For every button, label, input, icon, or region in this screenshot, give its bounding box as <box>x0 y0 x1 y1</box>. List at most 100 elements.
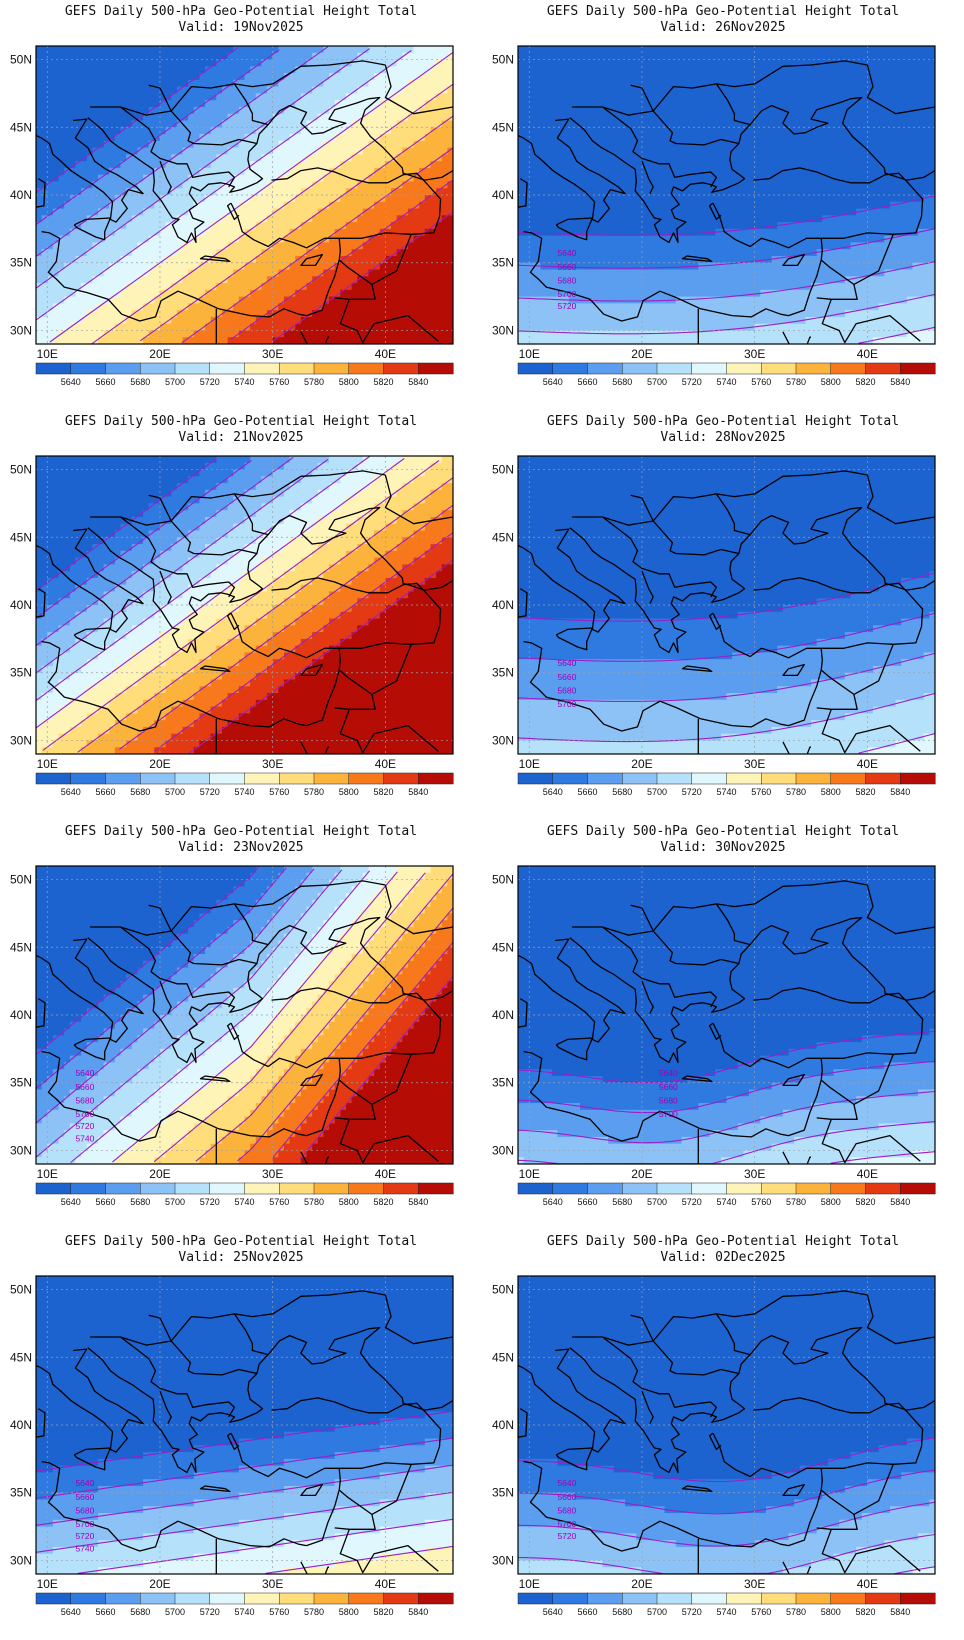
field-cell <box>159 269 167 277</box>
field-cell <box>374 66 381 74</box>
field-cell <box>97 195 105 203</box>
field-cell <box>441 262 448 271</box>
field-cell <box>523 323 530 332</box>
field-cell <box>424 161 432 169</box>
field-cell <box>148 269 155 277</box>
field-cell <box>75 228 82 237</box>
field-cell <box>210 283 217 291</box>
field-cell <box>546 161 553 169</box>
field-cell <box>636 113 643 122</box>
field-cell <box>306 269 313 277</box>
field-cell <box>568 113 575 122</box>
field-cell <box>205 201 212 210</box>
field-cell <box>267 195 274 203</box>
field-cell <box>221 188 229 196</box>
field-cell <box>103 106 110 115</box>
field-cell <box>272 120 279 128</box>
field-cell <box>413 52 420 61</box>
field-cell <box>143 188 150 196</box>
field-cell <box>81 174 88 183</box>
field-cell <box>47 228 54 237</box>
field-cell <box>396 269 403 277</box>
field-cell <box>362 330 370 338</box>
field-cell <box>69 208 77 216</box>
field-cell <box>52 283 60 291</box>
field-cell <box>227 174 234 183</box>
field-cell <box>58 73 65 81</box>
field-cell <box>379 276 386 284</box>
field-cell <box>664 120 671 128</box>
field-cell <box>698 242 705 250</box>
field-cell <box>647 174 654 183</box>
field-cell <box>182 310 189 318</box>
field-cell <box>199 59 206 67</box>
field-cell <box>613 316 621 325</box>
field-cell <box>244 262 251 271</box>
field-cell <box>518 147 525 155</box>
field-cell <box>641 106 649 115</box>
field-cell <box>596 323 604 332</box>
field-cell <box>698 269 705 277</box>
field-cell <box>687 174 694 183</box>
field-cell <box>171 100 178 108</box>
field-cell <box>176 134 184 142</box>
field-cell <box>351 195 358 203</box>
field-cell <box>687 195 694 203</box>
field-cell <box>641 195 649 203</box>
field-cell <box>726 167 733 176</box>
field-cell <box>608 289 615 298</box>
field-cell <box>675 134 683 142</box>
field-cell <box>579 283 587 291</box>
field-cell <box>664 255 671 264</box>
field-cell <box>636 120 643 128</box>
field-cell <box>36 140 43 149</box>
field-cell <box>131 330 139 338</box>
field-cell <box>340 316 347 325</box>
field-cell <box>596 310 604 318</box>
field-cell <box>143 100 150 108</box>
field-cell <box>653 134 660 142</box>
field-cell <box>703 222 711 230</box>
field-cell <box>715 316 722 325</box>
field-cell <box>709 222 716 230</box>
field-cell <box>227 147 234 155</box>
field-cell <box>574 181 581 189</box>
field-cell <box>557 46 564 54</box>
field-cell <box>670 66 677 74</box>
field-cell <box>278 289 285 298</box>
field-cell <box>69 127 77 135</box>
field-cell <box>205 310 212 318</box>
field-cell <box>86 276 93 284</box>
field-cell <box>670 120 677 128</box>
field-cell <box>340 249 347 257</box>
field-cell <box>664 201 671 210</box>
field-cell <box>317 52 324 61</box>
field-cell <box>278 337 285 344</box>
field-cell <box>675 93 683 101</box>
field-cell <box>540 181 547 189</box>
field-cell <box>681 127 688 135</box>
field-cell <box>261 337 268 344</box>
field-cell <box>148 323 155 332</box>
field-cell <box>540 113 547 122</box>
field-cell <box>726 66 733 74</box>
field-cell <box>698 73 705 81</box>
field-cell <box>687 167 694 176</box>
field-cell <box>255 255 263 264</box>
field-cell <box>210 134 217 142</box>
field-cell <box>419 52 426 61</box>
field-cell <box>317 147 324 155</box>
field-cell <box>182 215 189 223</box>
field-cell <box>681 195 688 203</box>
field-cell <box>69 337 77 344</box>
field-cell <box>703 154 711 162</box>
field-cell <box>703 310 711 318</box>
field-cell <box>126 255 133 264</box>
field-cell <box>64 188 71 196</box>
field-cell <box>114 276 122 284</box>
field-cell <box>670 93 677 101</box>
field-cell <box>675 161 683 169</box>
field-cell <box>407 134 415 142</box>
field-cell <box>233 296 240 304</box>
field-cell <box>69 316 77 325</box>
